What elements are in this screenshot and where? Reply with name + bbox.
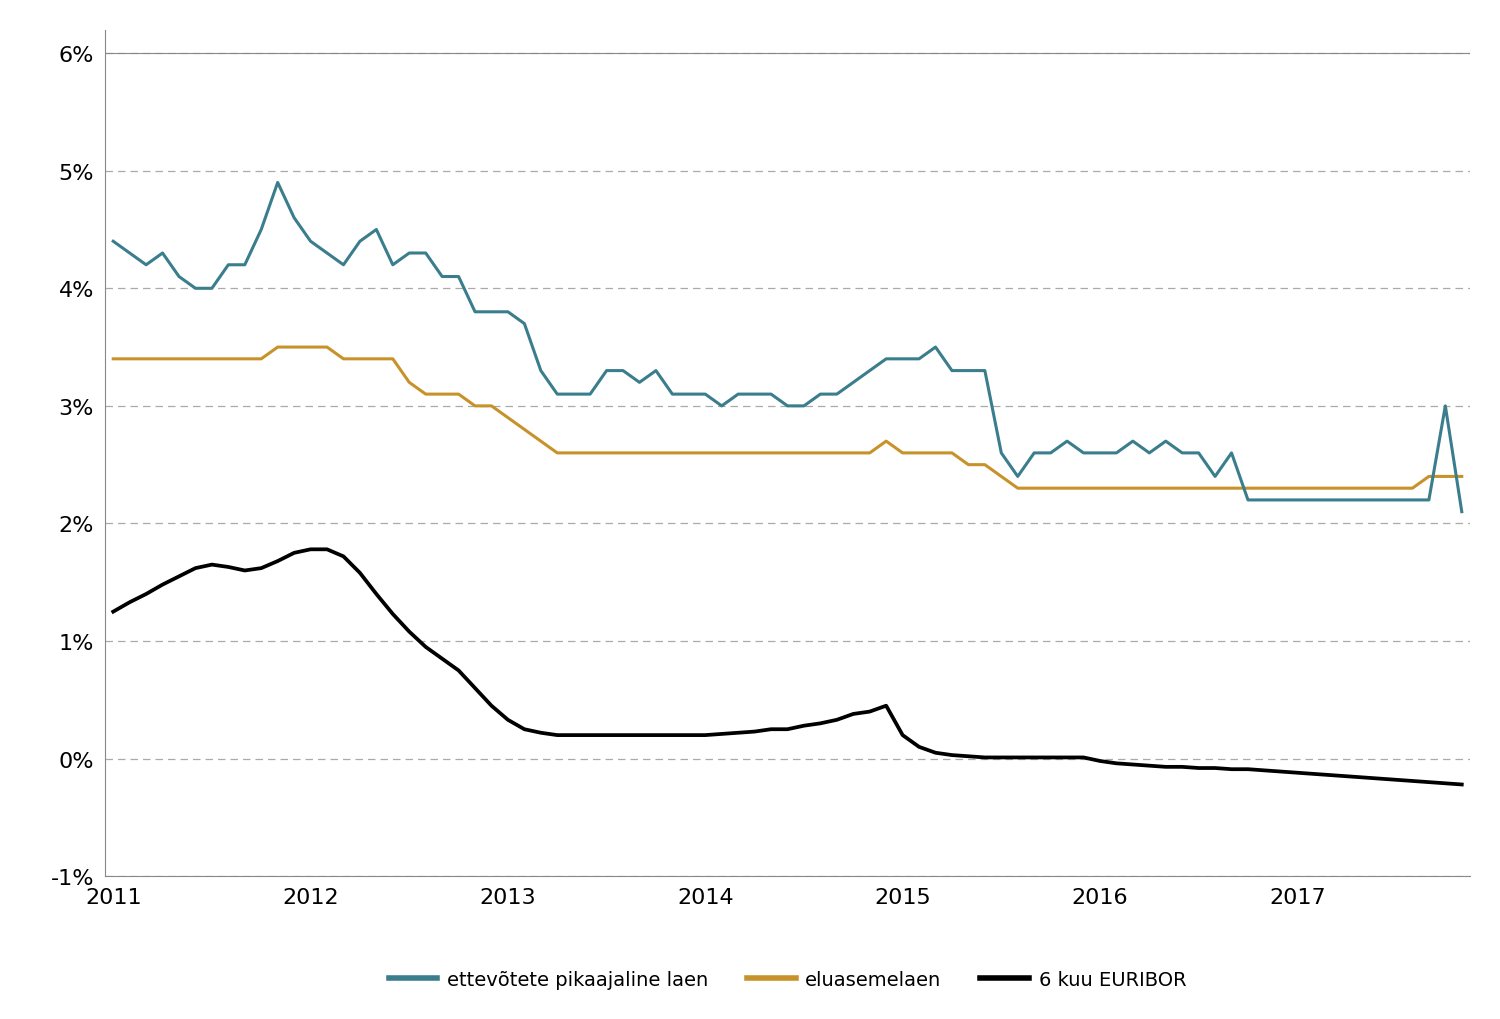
ettevõtete pikaajaline laen: [186, 283, 204, 296]
6 kuu EURIBOR: [104, 606, 122, 619]
6 kuu EURIBOR: [318, 544, 336, 556]
ettevõtete pikaajaline laen: [318, 248, 336, 260]
eluasemelaen: [104, 354, 122, 366]
eluasemelaen: [1008, 483, 1026, 495]
eluasemelaen: [1454, 471, 1472, 483]
ettevõtete pikaajaline laen: [104, 235, 122, 248]
eluasemelaen: [268, 341, 286, 354]
Line: 6 kuu EURIBOR: 6 kuu EURIBOR: [112, 550, 1462, 785]
ettevõtete pikaajaline laen: [1454, 506, 1472, 519]
Line: eluasemelaen: eluasemelaen: [112, 347, 1462, 489]
ettevõtete pikaajaline laen: [400, 248, 418, 260]
eluasemelaen: [318, 341, 336, 354]
eluasemelaen: [1190, 483, 1208, 495]
eluasemelaen: [186, 354, 204, 366]
eluasemelaen: [927, 447, 945, 460]
6 kuu EURIBOR: [927, 747, 945, 759]
ettevõtete pikaajaline laen: [268, 177, 286, 190]
ettevõtete pikaajaline laen: [927, 341, 945, 354]
eluasemelaen: [1107, 483, 1125, 495]
eluasemelaen: [400, 377, 418, 389]
ettevõtete pikaajaline laen: [1173, 447, 1191, 460]
6 kuu EURIBOR: [302, 544, 320, 556]
6 kuu EURIBOR: [186, 562, 204, 575]
6 kuu EURIBOR: [400, 626, 418, 638]
ettevõtete pikaajaline laen: [1090, 447, 1108, 460]
Legend: ettevõtete pikaajaline laen, eluasemelaen, 6 kuu EURIBOR: ettevõtete pikaajaline laen, eluasemelae…: [381, 962, 1194, 997]
6 kuu EURIBOR: [1090, 755, 1108, 767]
6 kuu EURIBOR: [1173, 761, 1191, 773]
6 kuu EURIBOR: [1454, 779, 1472, 791]
Line: ettevõtete pikaajaline laen: ettevõtete pikaajaline laen: [112, 183, 1462, 513]
